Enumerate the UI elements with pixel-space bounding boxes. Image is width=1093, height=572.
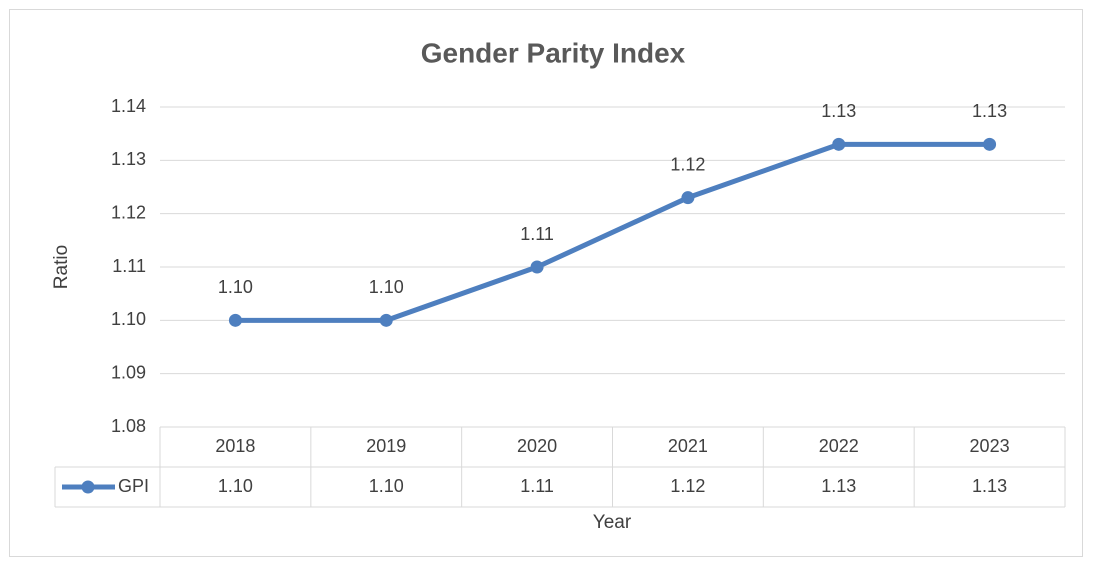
legend-marker — [81, 480, 95, 494]
y-tick-label: 1.11 — [112, 256, 146, 276]
table-value: 1.11 — [520, 476, 554, 496]
data-label: 1.13 — [972, 101, 1007, 121]
data-label: 1.10 — [218, 277, 253, 297]
y-tick-label: 1.14 — [111, 96, 146, 116]
table-value: 1.13 — [821, 476, 856, 496]
y-tick-label: 1.08 — [111, 416, 146, 436]
legend-label: GPI — [118, 476, 149, 496]
data-label: 1.13 — [821, 101, 856, 121]
table-value: 1.12 — [670, 476, 705, 496]
point — [832, 137, 846, 151]
x-axis-title: Year — [593, 512, 632, 533]
x-tick-label: 2021 — [668, 436, 708, 456]
point — [983, 137, 997, 151]
chart-frame — [9, 9, 1083, 557]
table-value: 1.10 — [218, 476, 253, 496]
table-value: 1.10 — [369, 476, 404, 496]
x-tick-label: 2020 — [517, 436, 557, 456]
y-tick-label: 1.10 — [111, 309, 146, 329]
y-tick-label: 1.13 — [111, 149, 146, 169]
point — [379, 313, 393, 327]
point — [681, 191, 695, 205]
point — [530, 260, 544, 274]
data-label: 1.11 — [520, 224, 554, 244]
y-tick-label: 1.12 — [111, 202, 146, 222]
table-value: 1.13 — [972, 476, 1007, 496]
y-axis-title: Ratio — [51, 245, 72, 289]
y-tick-label: 1.09 — [111, 362, 146, 382]
point — [228, 313, 242, 327]
x-tick-label: 2018 — [215, 436, 255, 456]
x-tick-label: 2023 — [970, 436, 1010, 456]
chart-title: Gender Parity Index — [421, 37, 686, 68]
x-tick-label: 2019 — [366, 436, 406, 456]
data-label: 1.10 — [369, 277, 404, 297]
x-tick-label: 2022 — [819, 436, 859, 456]
data-label: 1.12 — [670, 154, 705, 174]
series-line — [235, 141, 990, 323]
